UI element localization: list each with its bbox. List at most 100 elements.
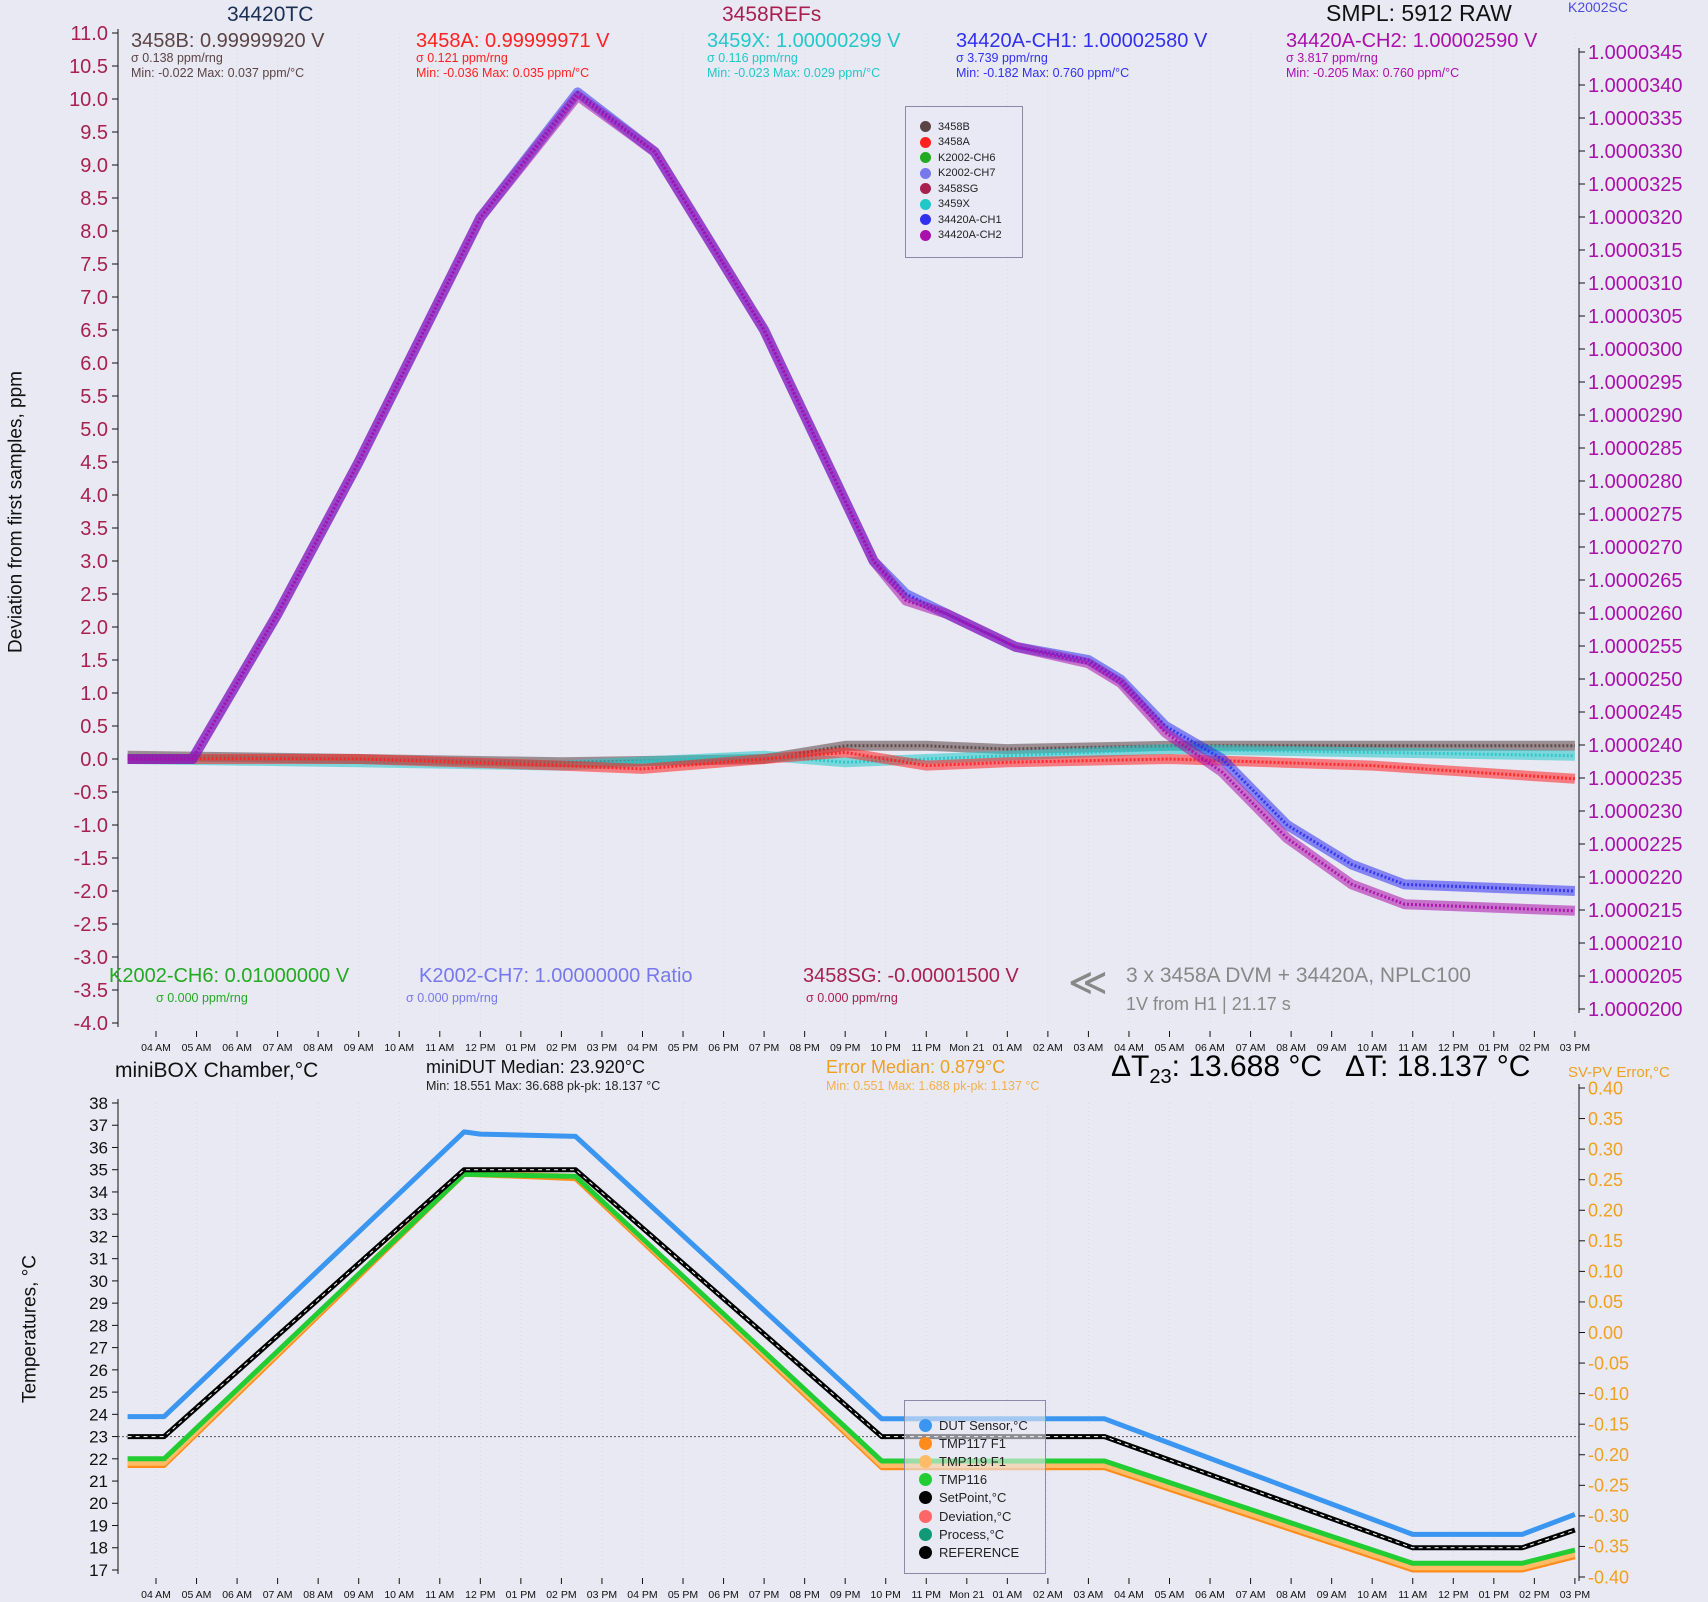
legend-item[interactable]: Process,°C bbox=[905, 1525, 1045, 1543]
x-tick-label: Mon 21 bbox=[949, 1042, 984, 1054]
legend-item[interactable]: 3459X bbox=[906, 197, 1022, 213]
y2-tick-label: 0.15 bbox=[1588, 1231, 1623, 1251]
legend-item[interactable]: TMP117 F1 bbox=[905, 1434, 1045, 1452]
legend-label: TMP119 F1 bbox=[939, 1453, 1006, 1469]
y2-tick-label: -0.25 bbox=[1588, 1476, 1629, 1496]
legend-item[interactable]: TMP116 bbox=[905, 1471, 1045, 1489]
y-tick-label: 6.5 bbox=[80, 320, 108, 342]
x-tick-label: 01 PM bbox=[506, 1042, 536, 1054]
y-tick-label: 1.5 bbox=[80, 650, 108, 672]
y2-tick-label: 0.20 bbox=[1588, 1201, 1623, 1221]
legend-label: TMP117 F1 bbox=[939, 1435, 1006, 1451]
legend-item[interactable]: TMP119 F1 bbox=[905, 1452, 1045, 1470]
x-tick-label: 04 AM bbox=[141, 1589, 171, 1601]
y-tick-label: 4.0 bbox=[80, 485, 108, 507]
x-tick-label: 02 AM bbox=[1033, 1589, 1063, 1601]
legend-item[interactable]: SetPoint,°C bbox=[905, 1489, 1045, 1507]
sample-count: SMPL: 5912 RAW bbox=[1326, 0, 1512, 26]
dut-minmax: Min: 18.551 Max: 36.688 pk-pk: 18.137 °C bbox=[426, 1079, 661, 1093]
y-tick-label: 19 bbox=[89, 1516, 108, 1535]
legend-item[interactable]: Deviation,°C bbox=[905, 1507, 1045, 1525]
y2-tick-label: 1.0000310 bbox=[1588, 273, 1683, 295]
x-tick-label: 07 AM bbox=[263, 1589, 293, 1601]
x-tick-label: 07 AM bbox=[1236, 1042, 1266, 1054]
series-3458a-band bbox=[127, 747, 1576, 784]
x-tick-label: 06 AM bbox=[1195, 1589, 1225, 1601]
x-tick-label: 02 PM bbox=[546, 1042, 576, 1054]
x-tick-label: 07 AM bbox=[1236, 1589, 1266, 1601]
x-tick-label: 04 PM bbox=[627, 1589, 657, 1601]
y2-tick-label: 1.0000245 bbox=[1588, 702, 1683, 724]
y-tick-label: 38 bbox=[89, 1094, 108, 1113]
legend-item[interactable]: 3458SG bbox=[906, 181, 1022, 197]
y-tick-label: 4.5 bbox=[80, 452, 108, 474]
stat-main-2: 3459X: 1.00000299 V bbox=[707, 30, 901, 52]
y-tick-label: 10.5 bbox=[69, 56, 108, 78]
y-tick-label: 18 bbox=[89, 1539, 108, 1558]
stat-bottom-main-1: K2002-CH7: 1.00000000 Ratio bbox=[419, 965, 693, 987]
y-tick-label: 31 bbox=[89, 1250, 108, 1269]
x-tick-label: 02 PM bbox=[546, 1589, 576, 1601]
series-tmp116 bbox=[127, 1171, 1576, 1566]
legend-item[interactable]: REFERENCE bbox=[905, 1543, 1045, 1561]
y2-tick-label: 1.0000295 bbox=[1588, 372, 1683, 394]
y2-tick-label: 1.0000275 bbox=[1588, 504, 1683, 526]
x-tick-label: 11 AM bbox=[1398, 1042, 1427, 1054]
stat-sigma-4: σ 3.817 ppm/rng bbox=[1286, 51, 1378, 65]
stat-minmax-2: Min: -0.023 Max: 0.029 ppm/°C bbox=[707, 66, 881, 80]
legend-label: K2002-CH6 bbox=[938, 151, 996, 164]
legend-dot-icon bbox=[920, 152, 931, 164]
legend-dot-icon bbox=[919, 1545, 932, 1559]
stat-sigma-3: σ 3.739 ppm/rng bbox=[956, 51, 1048, 65]
legend-dot-icon bbox=[920, 121, 931, 133]
y2-tick-label: 1.0000340 bbox=[1588, 75, 1683, 97]
legend-item[interactable]: K2002-CH7 bbox=[906, 166, 1022, 182]
x-tick-label: 01 AM bbox=[992, 1589, 1022, 1601]
legend-label: 3458SG bbox=[938, 182, 979, 195]
x-tick-label: 05 AM bbox=[1155, 1042, 1185, 1054]
y-tick-label: 22 bbox=[89, 1450, 108, 1469]
y-tick-label: -2.0 bbox=[74, 881, 108, 903]
legend-dot-icon bbox=[919, 1436, 932, 1450]
x-tick-label: 03 AM bbox=[1074, 1042, 1104, 1054]
collapse-icon[interactable]: ≪ bbox=[1068, 962, 1108, 1004]
x-tick-label: 09 AM bbox=[344, 1589, 374, 1601]
y-tick-label: 32 bbox=[89, 1227, 108, 1246]
y2-tick-label: 1.0000315 bbox=[1588, 240, 1683, 262]
y2-tick-label: 1.0000215 bbox=[1588, 900, 1683, 922]
x-tick-label: 05 AM bbox=[1155, 1589, 1185, 1601]
y-tick-label: 7.5 bbox=[80, 254, 108, 276]
y-tick-label: 5.0 bbox=[80, 419, 108, 441]
y2-tick-label: 1.0000240 bbox=[1588, 735, 1683, 757]
y2-tick-label: -0.05 bbox=[1588, 1353, 1629, 1373]
y2-tick-label: 1.0000320 bbox=[1588, 207, 1683, 229]
stat-bottom-sigma-0: σ 0.000 ppm/rng bbox=[156, 991, 248, 1005]
y-tick-label: 25 bbox=[89, 1383, 108, 1402]
series-34420a-ch2-band bbox=[127, 90, 1576, 916]
legend-item[interactable]: 3458A bbox=[906, 135, 1022, 151]
series-tmp119 f1 bbox=[127, 1169, 1576, 1571]
x-tick-label: 11 AM bbox=[1398, 1589, 1427, 1601]
legend-item[interactable]: 34420A-CH2 bbox=[906, 228, 1022, 244]
x-tick-label: 09 PM bbox=[830, 1042, 860, 1054]
legend-label: K2002-CH7 bbox=[938, 167, 996, 180]
y2-tick-label: 1.0000200 bbox=[1588, 999, 1683, 1021]
stat-minmax-3: Min: -0.182 Max: 0.760 ppm/°C bbox=[956, 66, 1130, 80]
x-tick-label: 10 AM bbox=[1357, 1589, 1387, 1601]
legend-label: DUT Sensor,°C bbox=[939, 1417, 1028, 1433]
stat-bottom-sigma-1: σ 0.000 ppm/rng bbox=[406, 991, 498, 1005]
y-tick-label: 30 bbox=[89, 1272, 108, 1291]
legend-item[interactable]: K2002-CH6 bbox=[906, 150, 1022, 166]
y-tick-label: 34 bbox=[89, 1183, 108, 1202]
error-minmax: Min: 0.551 Max: 1.688 pk-pk: 1.137 °C bbox=[826, 1079, 1040, 1093]
delta-t: ΔT: 18.137 °C bbox=[1345, 1050, 1531, 1083]
legend-item[interactable]: DUT Sensor,°C bbox=[905, 1416, 1045, 1434]
x-tick-label: 01 PM bbox=[1479, 1589, 1509, 1601]
legend-item[interactable]: 3458B bbox=[906, 119, 1022, 135]
legend-item[interactable]: 34420A-CH1 bbox=[906, 212, 1022, 228]
x-tick-label: Mon 21 bbox=[949, 1589, 984, 1601]
legend-dot-icon bbox=[919, 1527, 932, 1541]
y2-tick-label: -0.35 bbox=[1588, 1537, 1629, 1557]
y-tick-label: 0.0 bbox=[80, 749, 108, 771]
